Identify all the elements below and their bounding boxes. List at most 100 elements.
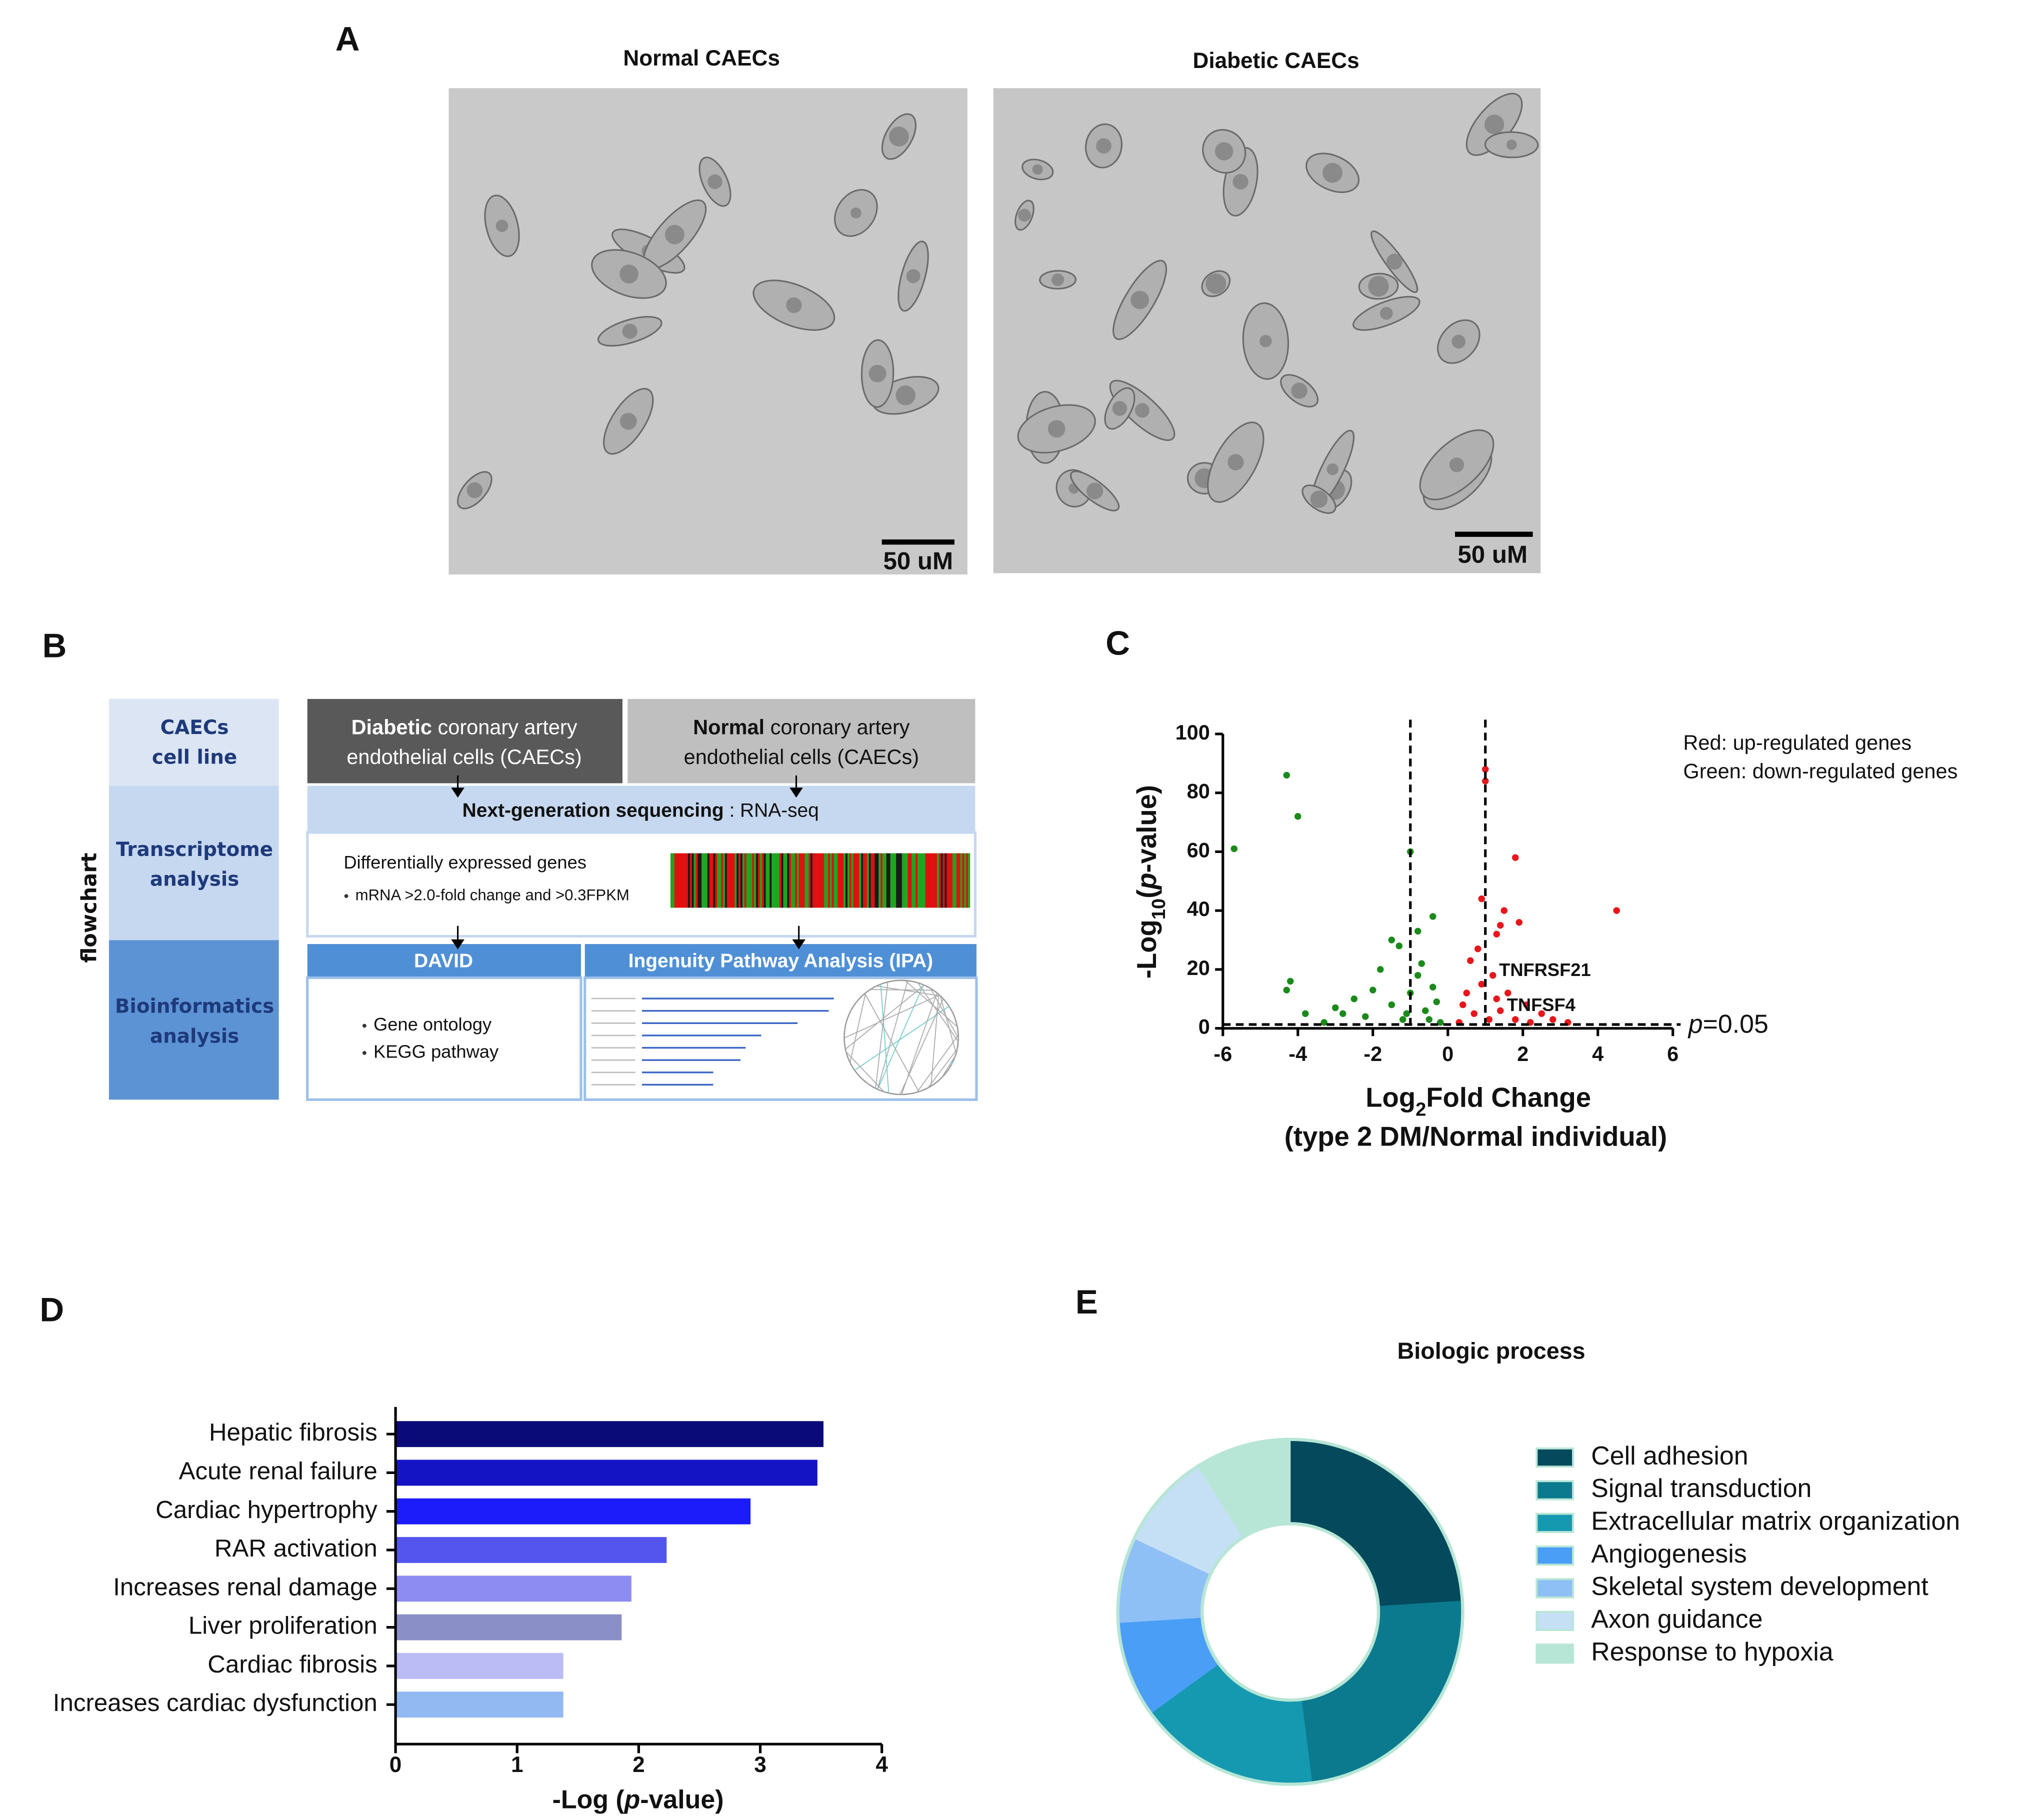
thumb-edge bbox=[930, 994, 940, 1086]
heatmap-stripe bbox=[798, 853, 801, 908]
flowchart-side-label: flowchart bbox=[77, 852, 102, 962]
row-label: analysis bbox=[150, 1025, 239, 1048]
point bbox=[1486, 1016, 1492, 1023]
label-part: -value) bbox=[640, 1784, 724, 1814]
legend-label: Extracellular matrix organization bbox=[1591, 1506, 1960, 1536]
heatmap-stripe bbox=[946, 853, 949, 908]
heatmap-stripe bbox=[726, 853, 729, 908]
point bbox=[1474, 945, 1482, 952]
row-box bbox=[108, 698, 279, 786]
heatmap-stripe bbox=[906, 853, 908, 908]
heatmap-stripe bbox=[810, 853, 813, 908]
heatmap-stripe bbox=[746, 853, 748, 908]
point bbox=[1496, 1007, 1504, 1014]
y-tick-label: 100 bbox=[1176, 720, 1210, 744]
heatmap-stripe bbox=[868, 853, 871, 908]
nucleus bbox=[1134, 403, 1150, 418]
bar bbox=[396, 1692, 564, 1718]
heatmap-stripe bbox=[927, 853, 930, 908]
deg-title: Differentially expressed genes bbox=[344, 852, 586, 872]
row-label: cell line bbox=[152, 746, 237, 769]
point bbox=[1493, 930, 1500, 938]
nucleus bbox=[1228, 454, 1244, 470]
heatmap-stripe bbox=[822, 853, 824, 908]
nucleus bbox=[1380, 306, 1393, 320]
point bbox=[1504, 990, 1512, 996]
heatmap-stripe bbox=[828, 853, 830, 908]
nucleus bbox=[1368, 276, 1389, 297]
heatmap-stripe bbox=[781, 853, 784, 908]
heatmap-stripe bbox=[766, 853, 768, 908]
heatmap-stripe bbox=[796, 853, 799, 908]
heatmap-stripe bbox=[770, 853, 772, 908]
heatmap-stripe bbox=[670, 853, 673, 908]
bar bbox=[396, 1614, 622, 1640]
point bbox=[1436, 1019, 1444, 1026]
point bbox=[1459, 1001, 1466, 1008]
deg-criteria: mRNA >2.0-fold change and >0.3FPKM bbox=[356, 886, 630, 904]
heatmap-stripe bbox=[777, 853, 780, 908]
thumb-edge bbox=[940, 996, 957, 1054]
heatmap-stripe bbox=[800, 853, 803, 908]
heatmap-stripe bbox=[806, 853, 809, 908]
heatmap-stripe bbox=[816, 853, 818, 908]
scale-bar-label: 50 uM bbox=[1458, 541, 1528, 568]
panel-label: B bbox=[42, 628, 67, 665]
thumb-edge bbox=[917, 982, 959, 1042]
thumb-edge bbox=[844, 994, 940, 1038]
sample-label: Normal coronary artery bbox=[693, 716, 910, 739]
heatmap-stripe bbox=[960, 853, 962, 908]
point bbox=[1433, 998, 1440, 1006]
heatmap-stripe bbox=[917, 853, 920, 908]
point bbox=[1493, 996, 1500, 1002]
heatmap-stripe bbox=[870, 853, 873, 908]
heatmap-stripe bbox=[700, 853, 702, 908]
heatmap-stripe bbox=[908, 853, 910, 908]
y-tick-label: Liver proliferation bbox=[188, 1612, 378, 1640]
nucleus bbox=[620, 412, 637, 430]
nucleus bbox=[620, 264, 638, 284]
heatmap-stripe bbox=[717, 853, 720, 908]
ngs-box bbox=[307, 786, 976, 833]
heatmap-stripe bbox=[872, 853, 875, 908]
heatmap-stripe bbox=[866, 853, 869, 908]
label-part: Log bbox=[1366, 1082, 1416, 1113]
point bbox=[1470, 1010, 1478, 1017]
thumb-edge bbox=[880, 984, 890, 1094]
heatmap-stripe bbox=[936, 853, 940, 908]
heatmap-stripe bbox=[876, 853, 879, 908]
heatmap-stripe bbox=[925, 853, 928, 908]
nucleus bbox=[1018, 208, 1031, 222]
heatmap-stripe bbox=[750, 853, 752, 908]
legend-entry: Red: up-regulated genes bbox=[1683, 731, 1912, 754]
nucleus bbox=[896, 385, 916, 406]
heatmap-stripe bbox=[728, 853, 731, 908]
label-part: p bbox=[624, 1784, 640, 1814]
nucleus bbox=[1206, 273, 1226, 294]
heatmap-stripe bbox=[814, 853, 816, 908]
heatmap-stripe bbox=[933, 853, 936, 908]
thumb-edge bbox=[900, 998, 944, 1095]
nucleus bbox=[1130, 290, 1149, 310]
row-label: analysis bbox=[150, 868, 239, 890]
row-box bbox=[108, 786, 279, 940]
thumb-edge bbox=[951, 1060, 954, 1065]
heatmap-stripe bbox=[968, 853, 970, 908]
point bbox=[1422, 1007, 1429, 1014]
thumb-edge bbox=[877, 984, 924, 1090]
sample-label-bold: Diabetic bbox=[352, 716, 432, 739]
heatmap-stripe bbox=[923, 853, 926, 908]
point bbox=[1489, 972, 1496, 979]
nucleus bbox=[786, 297, 802, 314]
heatmap-stripe bbox=[696, 853, 698, 908]
point bbox=[1429, 913, 1436, 920]
heatmap-stripe bbox=[775, 853, 778, 908]
label-part: p bbox=[1132, 872, 1162, 890]
heatmap-stripe bbox=[840, 853, 842, 908]
nucleus bbox=[906, 269, 920, 284]
point bbox=[1286, 978, 1294, 985]
heatmap-stripe bbox=[754, 853, 756, 908]
nucleus bbox=[1484, 114, 1504, 134]
heatmap-stripe bbox=[748, 853, 750, 908]
label-part: 2 bbox=[1416, 1098, 1426, 1120]
